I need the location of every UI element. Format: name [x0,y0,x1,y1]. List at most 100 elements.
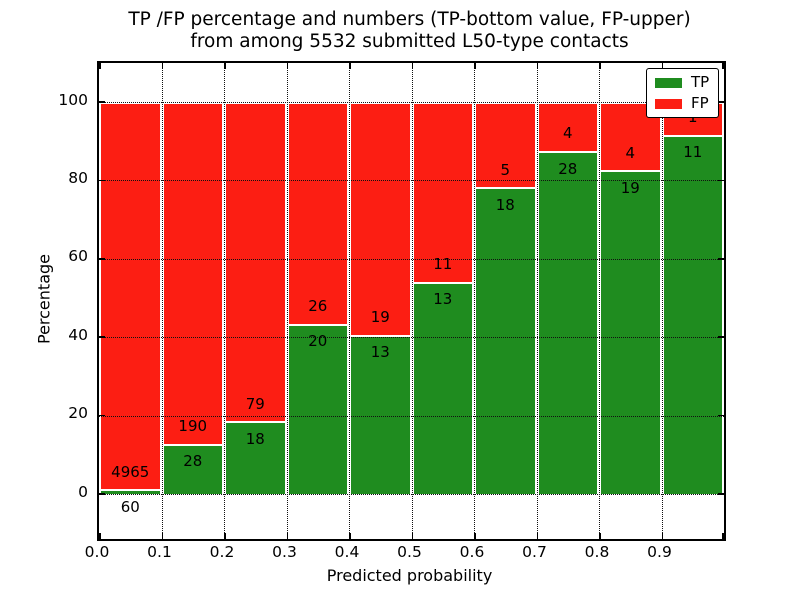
fp-count-label: 19 [370,308,390,327]
y-tick-mark [99,336,105,338]
bar-segment-fp [224,102,287,422]
y-tick-mark [99,258,105,260]
vertical-gridline [224,63,225,539]
vertical-gridline [599,63,600,539]
horizontal-gridline [99,102,724,103]
x-tick-label: 0.0 [84,543,110,561]
y-tick-mark [99,101,105,103]
bar-segment-tp [349,334,412,494]
vertical-gridline [661,63,663,539]
vertical-gridline [411,63,413,539]
fp-count-label: 4965 [111,462,150,481]
y-tick-label: 0 [78,482,88,501]
x-tick-mark-top [161,63,164,69]
x-tick-mark [722,533,724,539]
fp-count-label: 26 [308,296,328,315]
x-axis-label: Predicted probability [326,566,493,585]
vertical-gridline [536,63,538,539]
y-tick-label: 100 [58,90,88,109]
x-tick-mark [474,533,476,539]
fp-count-label: 79 [245,394,265,413]
y-tick-mark-right [718,258,724,260]
fp-count-label: 11 [433,255,453,273]
x-tick-mark [599,533,601,539]
tp-count-label: 19 [620,178,640,197]
vertical-gridline [286,63,288,539]
x-tick-mark-top [474,63,476,69]
tp-count-label: 18 [495,195,515,214]
fp-count-label: 190 [178,417,208,436]
tp-count-label: 11 [683,143,703,162]
x-tick-mark [224,533,226,539]
x-tick-mark-top [661,63,664,69]
bar-segment-fp [286,102,349,324]
vertical-gridline [474,63,475,539]
x-tick-mark [661,533,664,539]
fp-count-label: 4 [562,124,573,143]
x-tick-mark-top [599,63,601,69]
legend-label-tp: TP [691,73,710,91]
y-tick-mark-right [718,179,724,182]
x-tick-label: 0.2 [209,543,235,561]
x-tick-label: 0.6 [459,543,485,561]
vertical-gridline [349,63,350,539]
horizontal-gridline [99,494,724,495]
x-tick-mark-top [224,63,226,69]
y-tick-mark-right [718,493,724,495]
tp-count-label: 28 [183,452,203,471]
legend: TP FP [646,68,720,118]
x-tick-mark [286,533,289,539]
horizontal-gridline [99,337,724,339]
x-tick-mark [99,533,101,539]
horizontal-gridline [99,415,724,417]
y-tick-mark-right [718,414,724,417]
x-tick-label: 0.7 [522,543,547,561]
tp-count-label: 28 [558,159,578,178]
bar-segment-fp [99,102,162,490]
x-tick-mark-top [286,63,289,69]
y-tick-label: 40 [68,325,88,344]
x-tick-mark [349,533,351,539]
bar-segment-fp [536,102,599,151]
x-tick-label: 0.1 [147,543,172,561]
vertical-gridline [161,63,163,539]
x-tick-mark [536,533,539,539]
bar-segment-tp [411,281,474,494]
x-tick-mark-top [722,63,724,69]
tp-count-label: 13 [370,343,390,362]
x-tick-label: 0.9 [647,543,672,561]
bar-segment-tp [99,489,162,494]
x-tick-label: 0.8 [584,543,610,561]
bar-segment-tp [161,443,224,494]
fp-count-label: 5 [500,160,511,179]
legend-item-fp: FP [655,96,709,111]
bar-segment-tp [599,170,662,494]
chart-title-line2: from among 5532 submitted L50-type conta… [190,31,629,52]
x-tick-mark-top [411,63,414,69]
fp-count-label: 4 [625,143,636,162]
legend-label-fp: FP [691,94,709,112]
horizontal-gridline [99,180,724,182]
y-tick-mark-right [718,336,724,338]
y-tick-label: 60 [68,247,88,266]
x-tick-label: 0.4 [334,543,360,561]
bar-segment-fp [349,102,412,335]
x-tick-mark-top [99,63,101,69]
tp-count-label: 18 [245,429,265,448]
x-tick-mark [161,533,164,539]
y-tick-mark-right [718,101,724,103]
bar-segment-fp [161,102,224,444]
plot-area: TP FP 4965 60 190 28 79 18 26 20 19 13 11 13 5 18 4 28 4… [97,61,726,541]
legend-item-tp: TP [655,75,709,90]
tp-count-label: 60 [120,497,140,516]
fp-color-swatch [655,98,682,109]
y-tick-label: 20 [68,404,88,423]
tp-color-swatch [655,77,682,88]
x-tick-label: 0.5 [397,543,422,561]
bar-segment-tp [661,134,724,494]
chart-title-line1: TP /FP percentage and numbers (TP-bottom… [128,9,691,30]
x-tick-mark-top [349,63,351,69]
x-tick-mark [411,533,414,539]
tp-count-label: 13 [433,290,453,309]
